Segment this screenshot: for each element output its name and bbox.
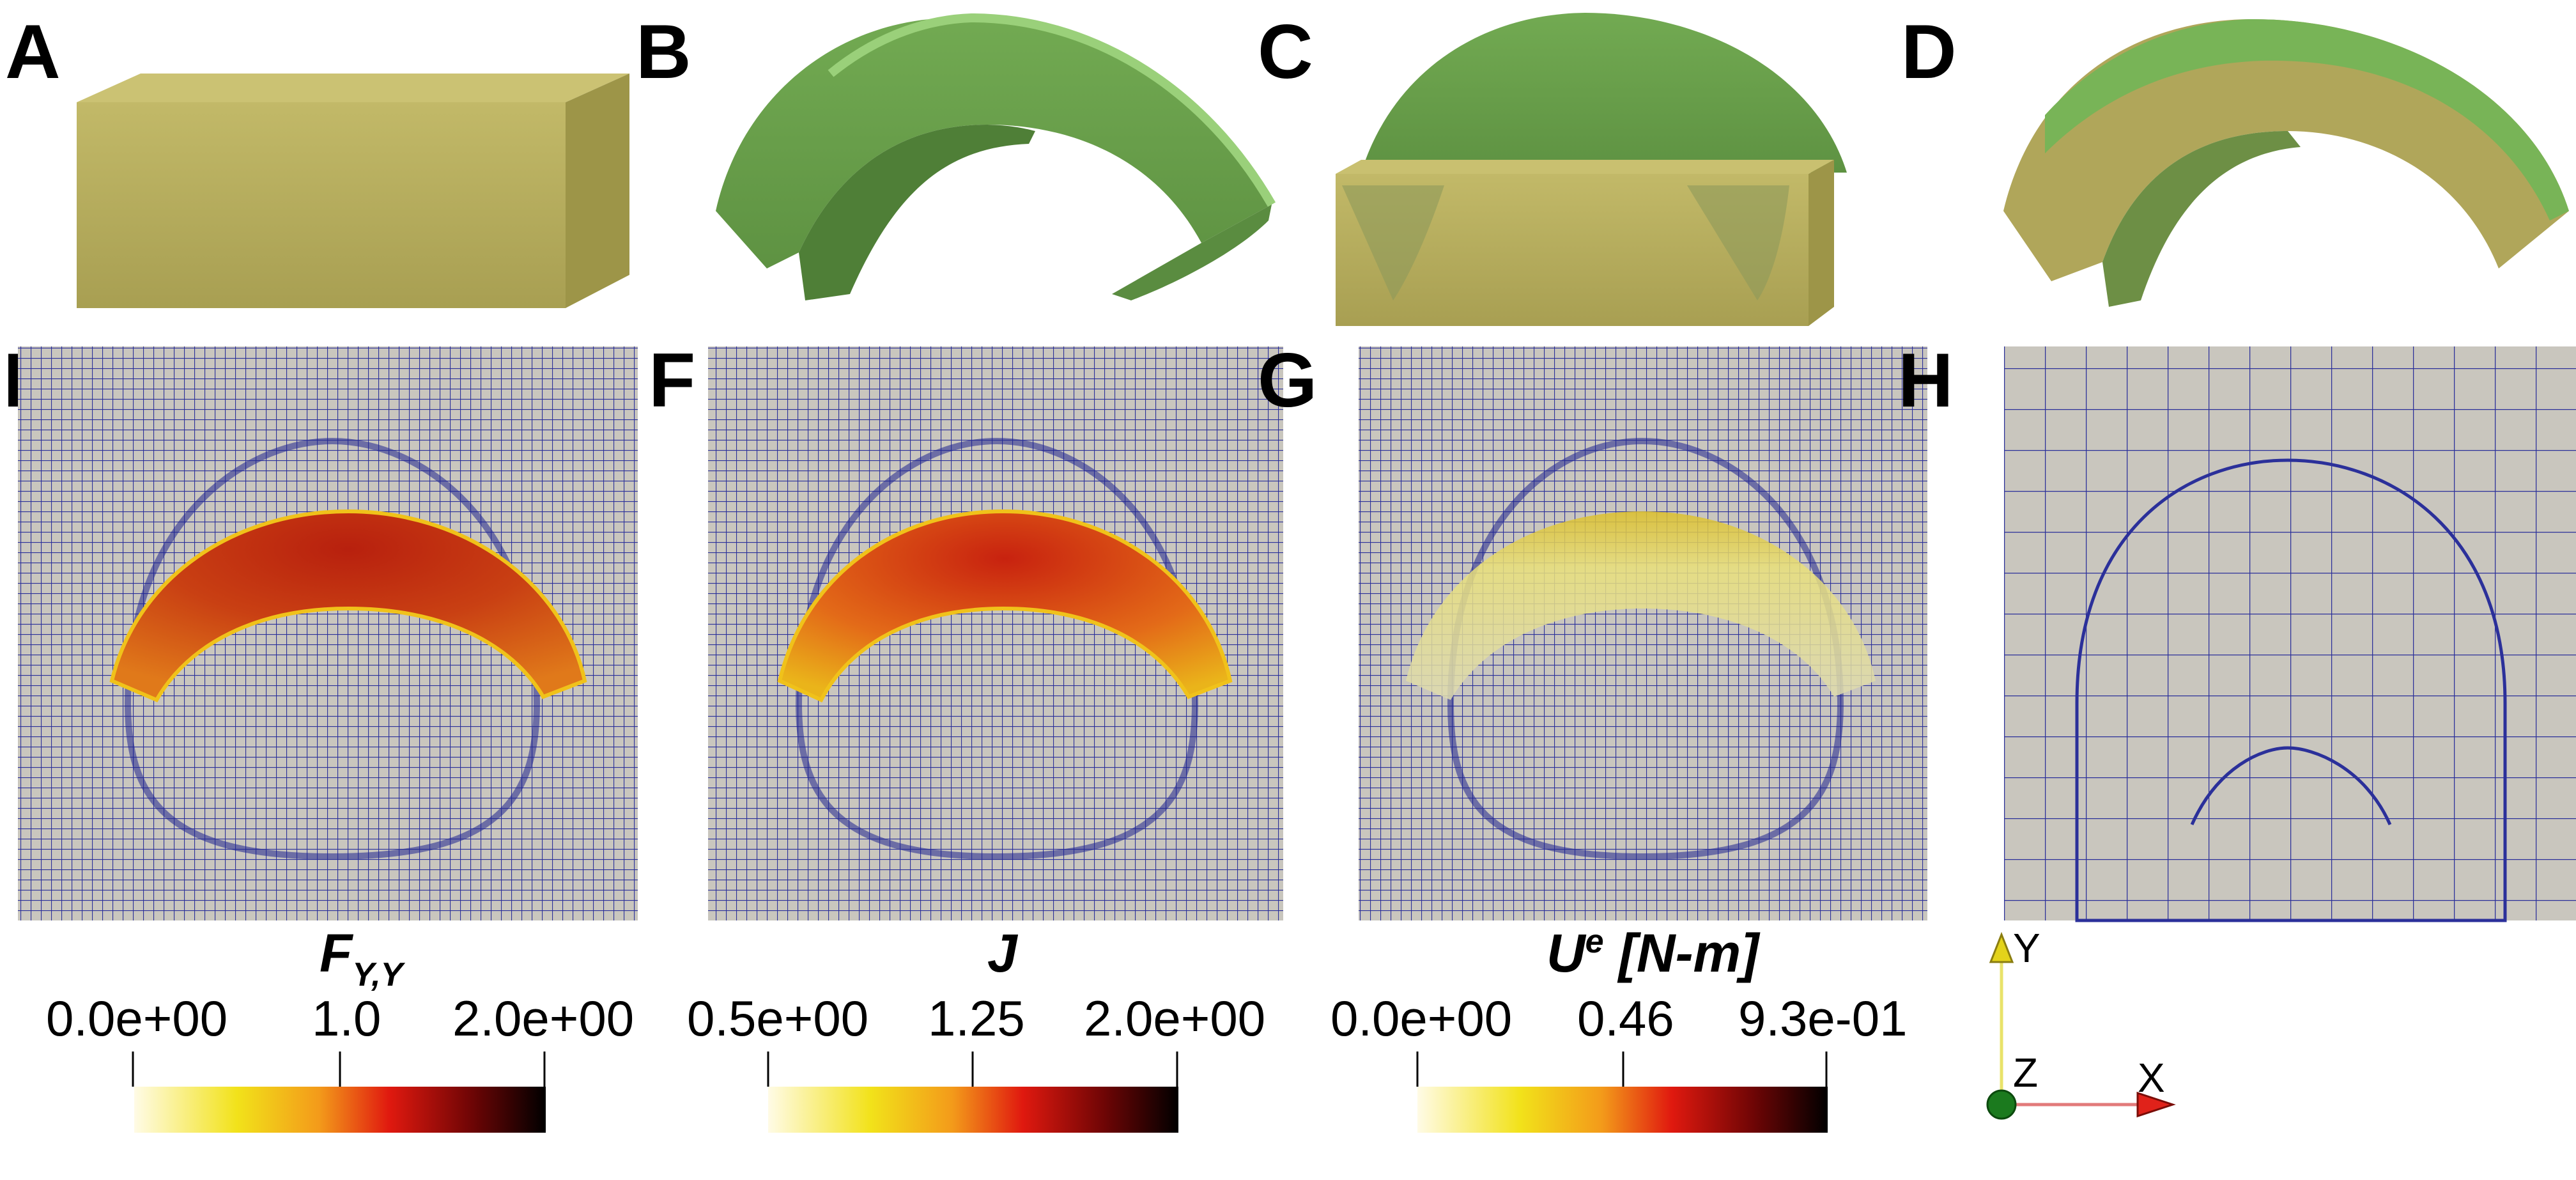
colorbar-3-tick-0: 0.0e+00 [1330,990,1512,1046]
colorbar-2: J 0.5e+00 1.25 2.0e+00 [687,923,1265,1133]
block-top-face-c [1336,160,1834,174]
x-axis-arrow-icon [2136,1091,2176,1118]
colorbar-3: Ue [N-m] 0.0e+00 0.46 9.3e-01 [1330,923,1908,1133]
colorbar-1-title: FY,Y [320,923,406,993]
colorbar-3-gradient [1417,1087,1828,1133]
block-side-face [566,74,629,308]
panel-d: D [1901,9,2569,307]
colorbar-1-gradient [134,1087,546,1133]
heat-arch-g [1406,511,1876,700]
arch-shape-c [1361,13,1847,173]
block-side-face-c [1809,160,1834,326]
arch-top-ridge [828,13,1276,207]
arch-inner-face [799,125,1035,300]
heat-arch-e [109,509,587,703]
colorbar-1-tick-1: 1.0 [312,990,381,1046]
panel-label-a: A [5,9,61,95]
panel-label-h: H [1898,338,1954,423]
panel-h: H [1898,338,2576,922]
mesh-hump-h [2190,746,2392,826]
heat-arch-f [777,509,1233,703]
colorbar-2-title: J [987,923,1019,983]
x-axis-label: X [2138,1055,2165,1101]
z-axis-dot-icon [1986,1089,2017,1120]
arch-ghost-right [1687,185,1789,300]
y-axis-arrow-icon [1989,931,2014,963]
colorbar-3-tick-1: 0.46 [1577,990,1674,1046]
mesh-bulge-h [2075,458,2507,922]
panel-c: C [1258,9,1847,326]
panel-g: G [1258,338,1927,920]
arch-ghost-left [1342,185,1444,300]
colorbar-1-tick-0: 0.0e+00 [46,990,228,1046]
panel-a: A [5,9,629,308]
panel-e: E [3,338,638,920]
panel-label-d: D [1901,9,1957,95]
block-front-face [77,102,566,308]
panel-label-b: B [636,9,691,95]
z-axis-label: Z [2013,1050,2038,1096]
panel-label-g: G [1258,338,1317,423]
colorbar-2-gradient [768,1087,1178,1133]
arch-end-face [1112,205,1272,300]
arch-shape [716,17,1272,269]
block-top-face [77,74,629,102]
panel-b: B [636,9,1276,300]
panel-label-c: C [1258,9,1313,95]
mesh-h [2004,346,2576,920]
panel-f: F [649,338,1283,920]
colorbar-3-tick-2: 9.3e-01 [1738,990,1908,1046]
arch-green-top [2045,19,2569,221]
colorbar-2-tick-0: 0.5e+00 [687,990,868,1046]
colorbar-2-tick-1: 1.25 [928,990,1025,1046]
colorbar-3-title: Ue [N-m] [1546,923,1761,983]
y-axis-label: Y [2013,925,2040,971]
colorbar-1-tick-2: 2.0e+00 [452,990,634,1046]
colorbar-1: FY,Y 0.0e+00 1.0 2.0e+00 [46,923,634,1133]
arch-inner-d [2102,131,2301,307]
orientation-axes: Y X Z [1986,925,2176,1120]
panel-label-f: F [649,338,695,423]
colorbar-2-tick-2: 2.0e+00 [1084,990,1265,1046]
